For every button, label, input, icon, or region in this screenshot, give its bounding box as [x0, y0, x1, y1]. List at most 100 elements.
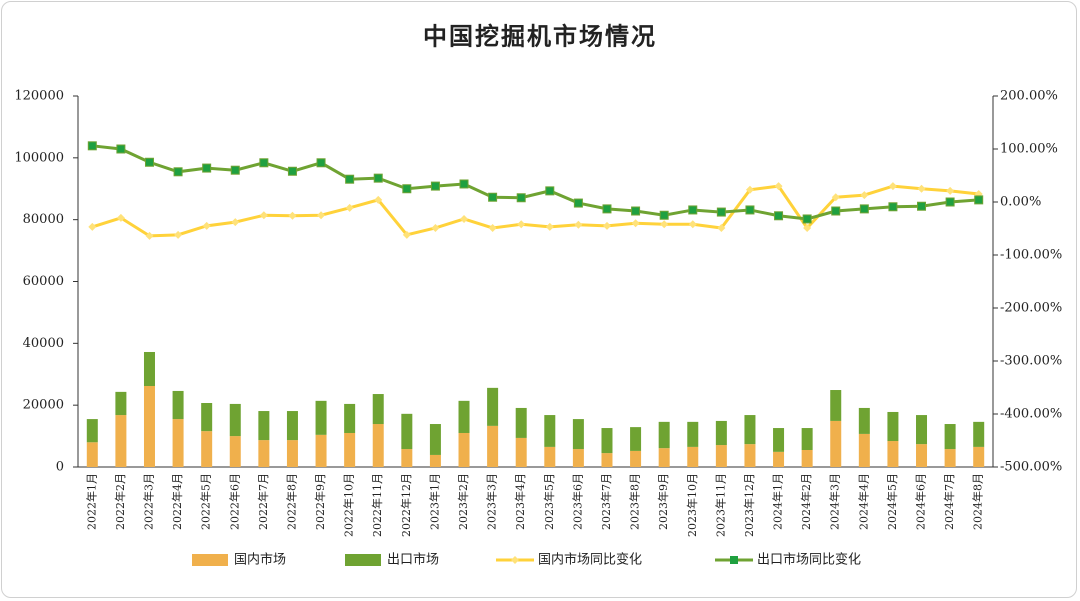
line-marker — [660, 220, 669, 229]
x-tick-label: 2023年2月 — [456, 473, 470, 530]
bar-segment — [687, 446, 699, 467]
bar-segment — [201, 403, 213, 432]
bar-segment — [887, 441, 899, 467]
bar-segment — [372, 394, 384, 425]
x-tick-label: 2024年6月 — [914, 473, 928, 530]
line-marker — [917, 184, 926, 193]
y2-tick-label: -500.00% — [1000, 460, 1062, 475]
bar-segment — [572, 449, 584, 467]
legend-label: 国内市场 — [234, 552, 286, 568]
bar-segment — [258, 411, 270, 441]
x-tick-label: 2022年10月 — [342, 473, 356, 537]
bar-segment — [429, 454, 441, 467]
x-tick-label: 2023年11月 — [713, 473, 727, 537]
y-tick-label: 60000 — [23, 274, 64, 289]
bar-segment — [687, 421, 699, 447]
line-marker — [859, 204, 869, 214]
line-marker — [659, 210, 669, 220]
x-tick-label: 2023年6月 — [570, 473, 584, 530]
x-tick-label: 2022年12月 — [399, 473, 413, 537]
line-marker — [831, 206, 841, 216]
line-marker — [431, 223, 440, 232]
line-marker — [888, 182, 897, 191]
bar-segment — [601, 453, 613, 467]
line-marker — [173, 167, 183, 177]
chart-title: 中国挖掘机市场情况 — [423, 22, 657, 51]
bar-segment — [858, 407, 870, 434]
x-tick-label: 2022年6月 — [227, 473, 241, 530]
line-marker — [888, 202, 898, 212]
x-tick-label: 2024年8月 — [971, 473, 985, 530]
legend-swatch — [345, 554, 381, 566]
x-tick-label: 2023年1月 — [427, 473, 441, 530]
line-marker — [316, 158, 326, 168]
y-tick-label: 0 — [56, 460, 64, 475]
line-marker — [488, 192, 498, 202]
bar-segment — [801, 428, 813, 450]
y2-tick-label: -100.00% — [1000, 248, 1062, 263]
line-marker — [345, 203, 354, 212]
bar-segment — [773, 428, 785, 452]
line-marker — [145, 231, 154, 240]
line-marker — [374, 195, 383, 204]
line-marker — [87, 141, 97, 151]
bar-segment — [544, 446, 556, 467]
bar-segment — [715, 420, 727, 446]
bar-segment — [715, 445, 727, 467]
x-tick-label: 2024年5月 — [885, 473, 899, 530]
line-marker — [688, 220, 697, 229]
line-marker — [144, 157, 154, 167]
line-marker — [516, 193, 526, 203]
x-tick-label: 2023年9月 — [656, 473, 670, 530]
x-tick-label: 2023年4月 — [513, 473, 527, 530]
bar-segment — [172, 419, 184, 467]
bar-segment — [429, 424, 441, 455]
y2-tick-label: -200.00% — [1000, 301, 1062, 316]
x-tick-label: 2023年12月 — [742, 473, 756, 537]
bar-segment — [658, 421, 670, 449]
bar-segment — [944, 449, 956, 467]
line-marker — [745, 185, 754, 194]
bar-segment — [887, 411, 899, 442]
y-tick-label: 80000 — [23, 212, 64, 227]
bar-segment — [401, 413, 413, 450]
line-marker — [945, 197, 955, 207]
x-tick-label: 2023年10月 — [685, 473, 699, 537]
line-marker — [802, 214, 812, 224]
y-tick-label: 40000 — [23, 336, 64, 351]
bar-segment — [344, 432, 356, 467]
line-marker — [116, 213, 125, 222]
bar-segment — [344, 403, 356, 433]
x-tick-label: 2024年4月 — [856, 473, 870, 530]
y2-tick-label: 0.00% — [1000, 195, 1041, 210]
bar-segment — [515, 407, 527, 438]
line-marker — [517, 220, 526, 229]
line-marker — [317, 211, 326, 220]
y-tick-label: 20000 — [23, 398, 64, 413]
legend-label: 国内市场同比变化 — [538, 552, 642, 568]
bar-segment — [229, 403, 241, 437]
line-marker — [803, 223, 812, 232]
line-marker — [231, 218, 240, 227]
bar-segment — [401, 449, 413, 467]
line-marker — [402, 184, 412, 194]
line-marker — [631, 219, 640, 228]
y-tick-label: 100000 — [14, 150, 64, 165]
legend-label: 出口市场同比变化 — [757, 552, 861, 568]
line-series — [91, 184, 979, 238]
line-marker — [202, 163, 212, 173]
line-marker — [774, 211, 784, 221]
bar-segment — [630, 450, 642, 467]
bar-segment — [487, 425, 499, 467]
bar-segment — [973, 446, 985, 467]
x-tick-label: 2022年3月 — [141, 473, 155, 530]
bar-segment — [487, 387, 499, 426]
bar-segment — [916, 415, 928, 445]
line-marker — [602, 221, 611, 230]
x-tick-label: 2024年7月 — [942, 473, 956, 530]
line-marker — [917, 201, 927, 211]
bar-segment — [744, 415, 756, 445]
bar-segment — [744, 444, 756, 467]
bar-segment — [458, 432, 470, 467]
